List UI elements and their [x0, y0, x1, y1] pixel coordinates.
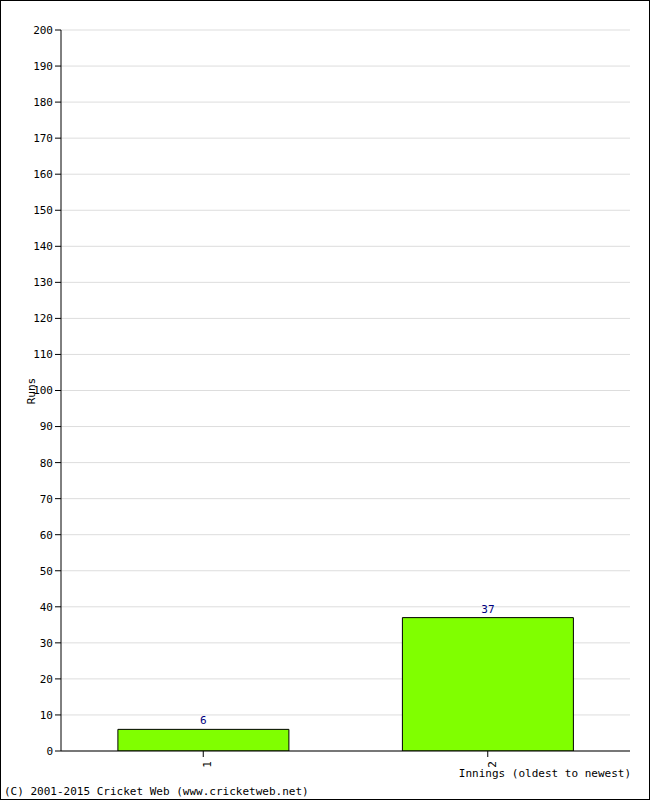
svg-text:40: 40: [40, 601, 53, 614]
svg-text:60: 60: [40, 529, 53, 542]
svg-text:30: 30: [40, 637, 53, 650]
svg-text:100: 100: [33, 384, 53, 398]
html-text:(C) 2001-2015 Cricket Web (www: (C) 2001-2015 Cricket Web (www.cricketwe…: [4, 785, 309, 798]
svg-text:190: 190: [33, 60, 53, 73]
svg-text:170: 170: [33, 132, 53, 145]
svg-text:80: 80: [40, 457, 53, 470]
svg-text:160: 160: [33, 168, 53, 181]
svg-text:130: 130: [33, 276, 53, 289]
svg-text:50: 50: [40, 565, 53, 578]
svg-text:2: 2: [486, 761, 499, 768]
svg-text:90: 90: [40, 420, 53, 433]
svg-text:140: 140: [33, 240, 53, 253]
svg-text:180: 180: [33, 96, 53, 109]
svg-text:1: 1: [201, 761, 214, 768]
svg-text:20: 20: [40, 673, 53, 686]
svg-text:70: 70: [40, 493, 53, 506]
svg-text:200: 200: [33, 24, 53, 37]
svg-text:37: 37: [481, 603, 494, 616]
html-text:Runs: Runs: [24, 377, 38, 405]
svg-text:120: 120: [33, 312, 53, 325]
svg-text:0: 0: [46, 745, 53, 758]
svg-text:10: 10: [40, 709, 53, 722]
svg-text:110: 110: [33, 348, 53, 361]
html-text:Innings (oldest to newest): Innings (oldest to newest): [458, 767, 631, 780]
svg-text:6: 6: [200, 714, 207, 727]
svg-text:150: 150: [33, 204, 53, 217]
